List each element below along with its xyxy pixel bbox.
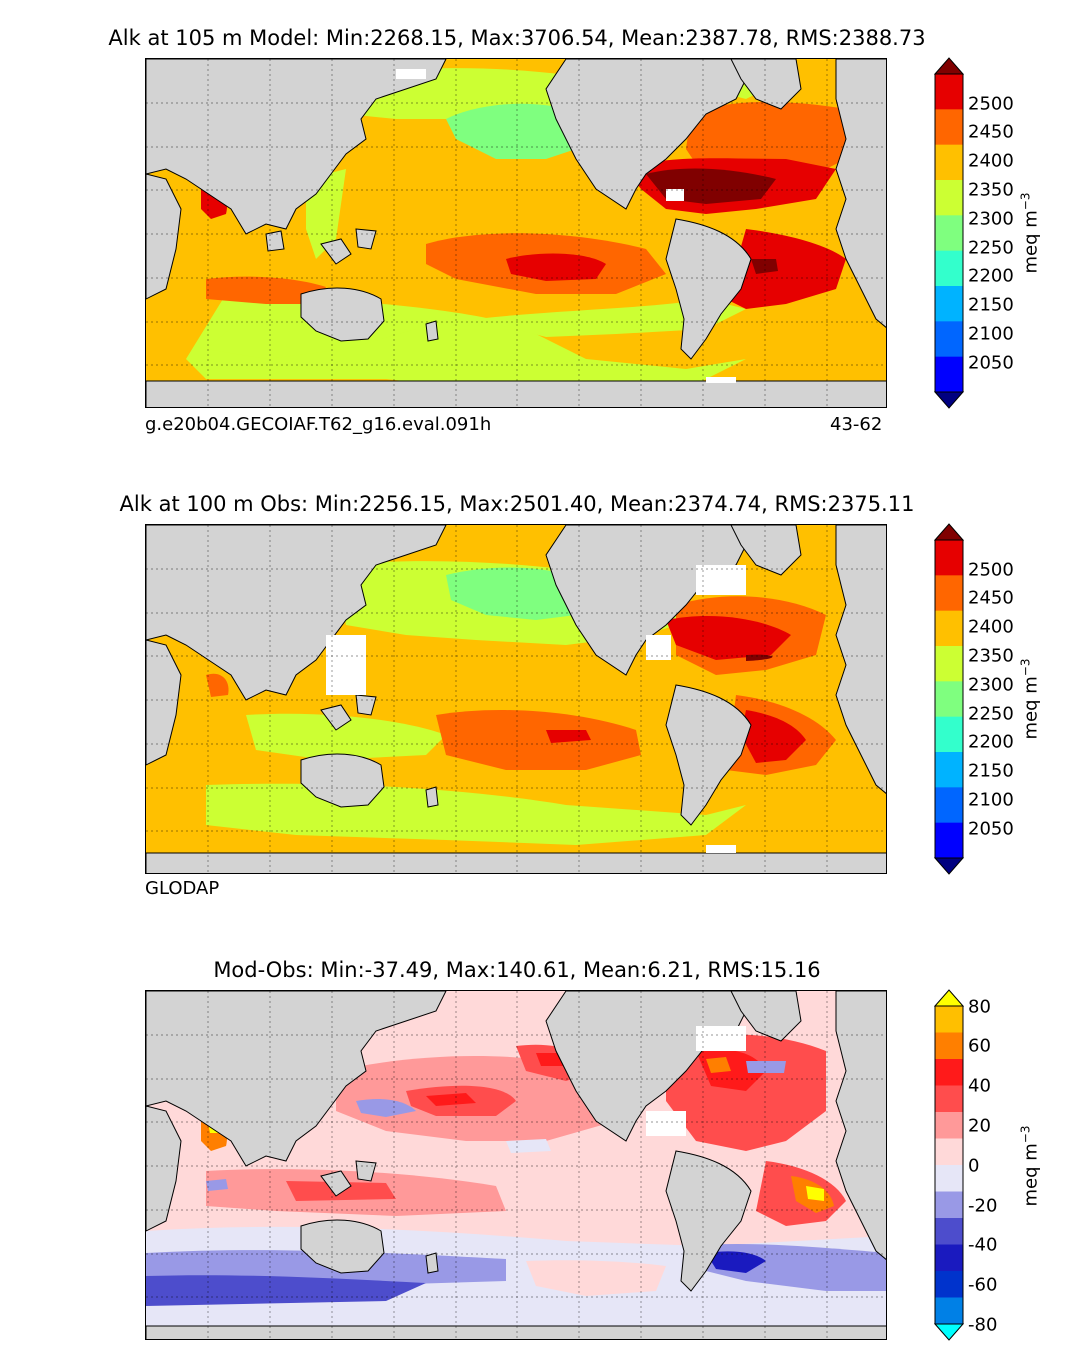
panel-1-colorbar-svg: [933, 57, 965, 409]
panel-1-tick: 2500: [968, 93, 1014, 115]
colorbar-segment: [935, 1032, 963, 1060]
panel-3-tick: 0: [968, 1155, 980, 1177]
panel-2-tick: 2300: [968, 674, 1014, 696]
panel-1-run-id: g.e20b04.GECOIAF.T62_g16.eval.091h: [145, 414, 492, 435]
colorbar-segment: [935, 1059, 963, 1086]
colorbar-segment: [935, 610, 963, 647]
colorbar-extend-bottom: [933, 857, 965, 875]
colorbar-extend-top: [933, 989, 965, 1007]
panel-2-tick: 2450: [968, 587, 1014, 609]
colorbar-segment: [935, 1165, 963, 1192]
colorbar-segment: [935, 1271, 963, 1298]
colorbar-segment: [935, 1085, 963, 1113]
model-alk-map: [146, 59, 886, 407]
panel-1-tick: 2100: [968, 323, 1014, 345]
panel-3-tick: 20: [968, 1115, 991, 1137]
obs-alk-map: [146, 525, 886, 873]
colorbar-segment: [935, 1112, 963, 1139]
colorbar-segment: [935, 716, 963, 753]
colorbar-segment: [935, 1244, 963, 1272]
panel-3-tick: -60: [968, 1274, 998, 1296]
colorbar-segment: [935, 250, 963, 287]
colorbar-segment: [935, 144, 963, 181]
colorbar-segment: [935, 356, 963, 393]
colorbar-segment: [935, 540, 963, 576]
colorbar-segment: [935, 215, 963, 252]
colorbar-segment: [935, 286, 963, 322]
panel-2-tick: 2250: [968, 703, 1014, 725]
panel-2-tick: 2350: [968, 645, 1014, 667]
panel-1-tick: 2450: [968, 121, 1014, 143]
panel-2-tick: 2200: [968, 731, 1014, 753]
colorbar-segment: [935, 575, 963, 612]
colorbar-segment: [935, 646, 963, 682]
colorbar-segment: [935, 822, 963, 859]
colorbar-extend-top: [933, 523, 965, 541]
panel-3-tick: 40: [968, 1075, 991, 1097]
colorbar-segment: [935, 1218, 963, 1245]
panel-3-title: Mod-Obs: Min:-37.49, Max:140.61, Mean:6.…: [213, 958, 821, 982]
colorbar-segment: [935, 321, 963, 358]
panel-1-tick: 2250: [968, 237, 1014, 259]
panel-1-tick: 2400: [968, 150, 1014, 172]
colorbar-frame: [934, 73, 964, 393]
panel-1-tick: 2300: [968, 208, 1014, 230]
panel-3-tick: -20: [968, 1195, 998, 1217]
panel-2-tick: 2400: [968, 616, 1014, 638]
colorbar-segment: [935, 681, 963, 718]
colorbar-extend-bottom: [933, 391, 965, 409]
panel-1-unit-label: meq m−3: [1018, 192, 1042, 274]
panel-1-title: Alk at 105 m Model: Min:2268.15, Max:370…: [108, 26, 926, 50]
colorbar-extend-bottom: [933, 1323, 965, 1341]
panel-1-tick: 2050: [968, 352, 1014, 374]
panel-1-tick: 2200: [968, 265, 1014, 287]
panel-2-tick: 2150: [968, 760, 1014, 782]
panel-1-tick: 2150: [968, 294, 1014, 316]
panel-3-colorbar: [933, 989, 965, 1341]
panel-2-tick: 2100: [968, 789, 1014, 811]
colorbar-segment: [935, 180, 963, 216]
colorbar-segment: [935, 1138, 963, 1166]
panel-3-tick: 80: [968, 996, 991, 1018]
colorbar-segment: [935, 1006, 963, 1033]
panel-1-map: [145, 58, 887, 408]
colorbar-segment: [935, 752, 963, 788]
colorbar-segment: [935, 74, 963, 110]
panel-2-title: Alk at 100 m Obs: Min:2256.15, Max:2501.…: [119, 492, 915, 516]
panel-2-tick: 2500: [968, 559, 1014, 581]
colorbar-frame: [934, 1005, 964, 1325]
colorbar-segment: [935, 787, 963, 824]
colorbar-extend-top: [933, 57, 965, 75]
panel-3-unit-label: meq m−3: [1018, 1125, 1042, 1207]
panel-2-colorbar-svg: [933, 523, 965, 875]
panel-1-years: 43-62: [830, 414, 883, 435]
panel-2-colorbar: [933, 523, 965, 875]
panel-2-unit-label: meq m−3: [1018, 658, 1042, 740]
difference-map: [146, 991, 886, 1339]
panel-3-map: [145, 990, 887, 1340]
panel-1-tick: 2350: [968, 179, 1014, 201]
colorbar-frame: [934, 539, 964, 859]
panel-1-colorbar: [933, 57, 965, 409]
panel-2-map: [145, 524, 887, 874]
panel-2-tick: 2050: [968, 818, 1014, 840]
colorbar-segment: [935, 109, 963, 146]
panel-3-tick: -40: [968, 1234, 998, 1256]
colorbar-segment: [935, 1191, 963, 1219]
panel-3-tick: 60: [968, 1035, 991, 1057]
panel-3-colorbar-svg: [933, 989, 965, 1341]
colorbar-segment: [935, 1297, 963, 1325]
panel-2-source: GLODAP: [145, 878, 220, 899]
panel-3-tick: -80: [968, 1314, 998, 1336]
